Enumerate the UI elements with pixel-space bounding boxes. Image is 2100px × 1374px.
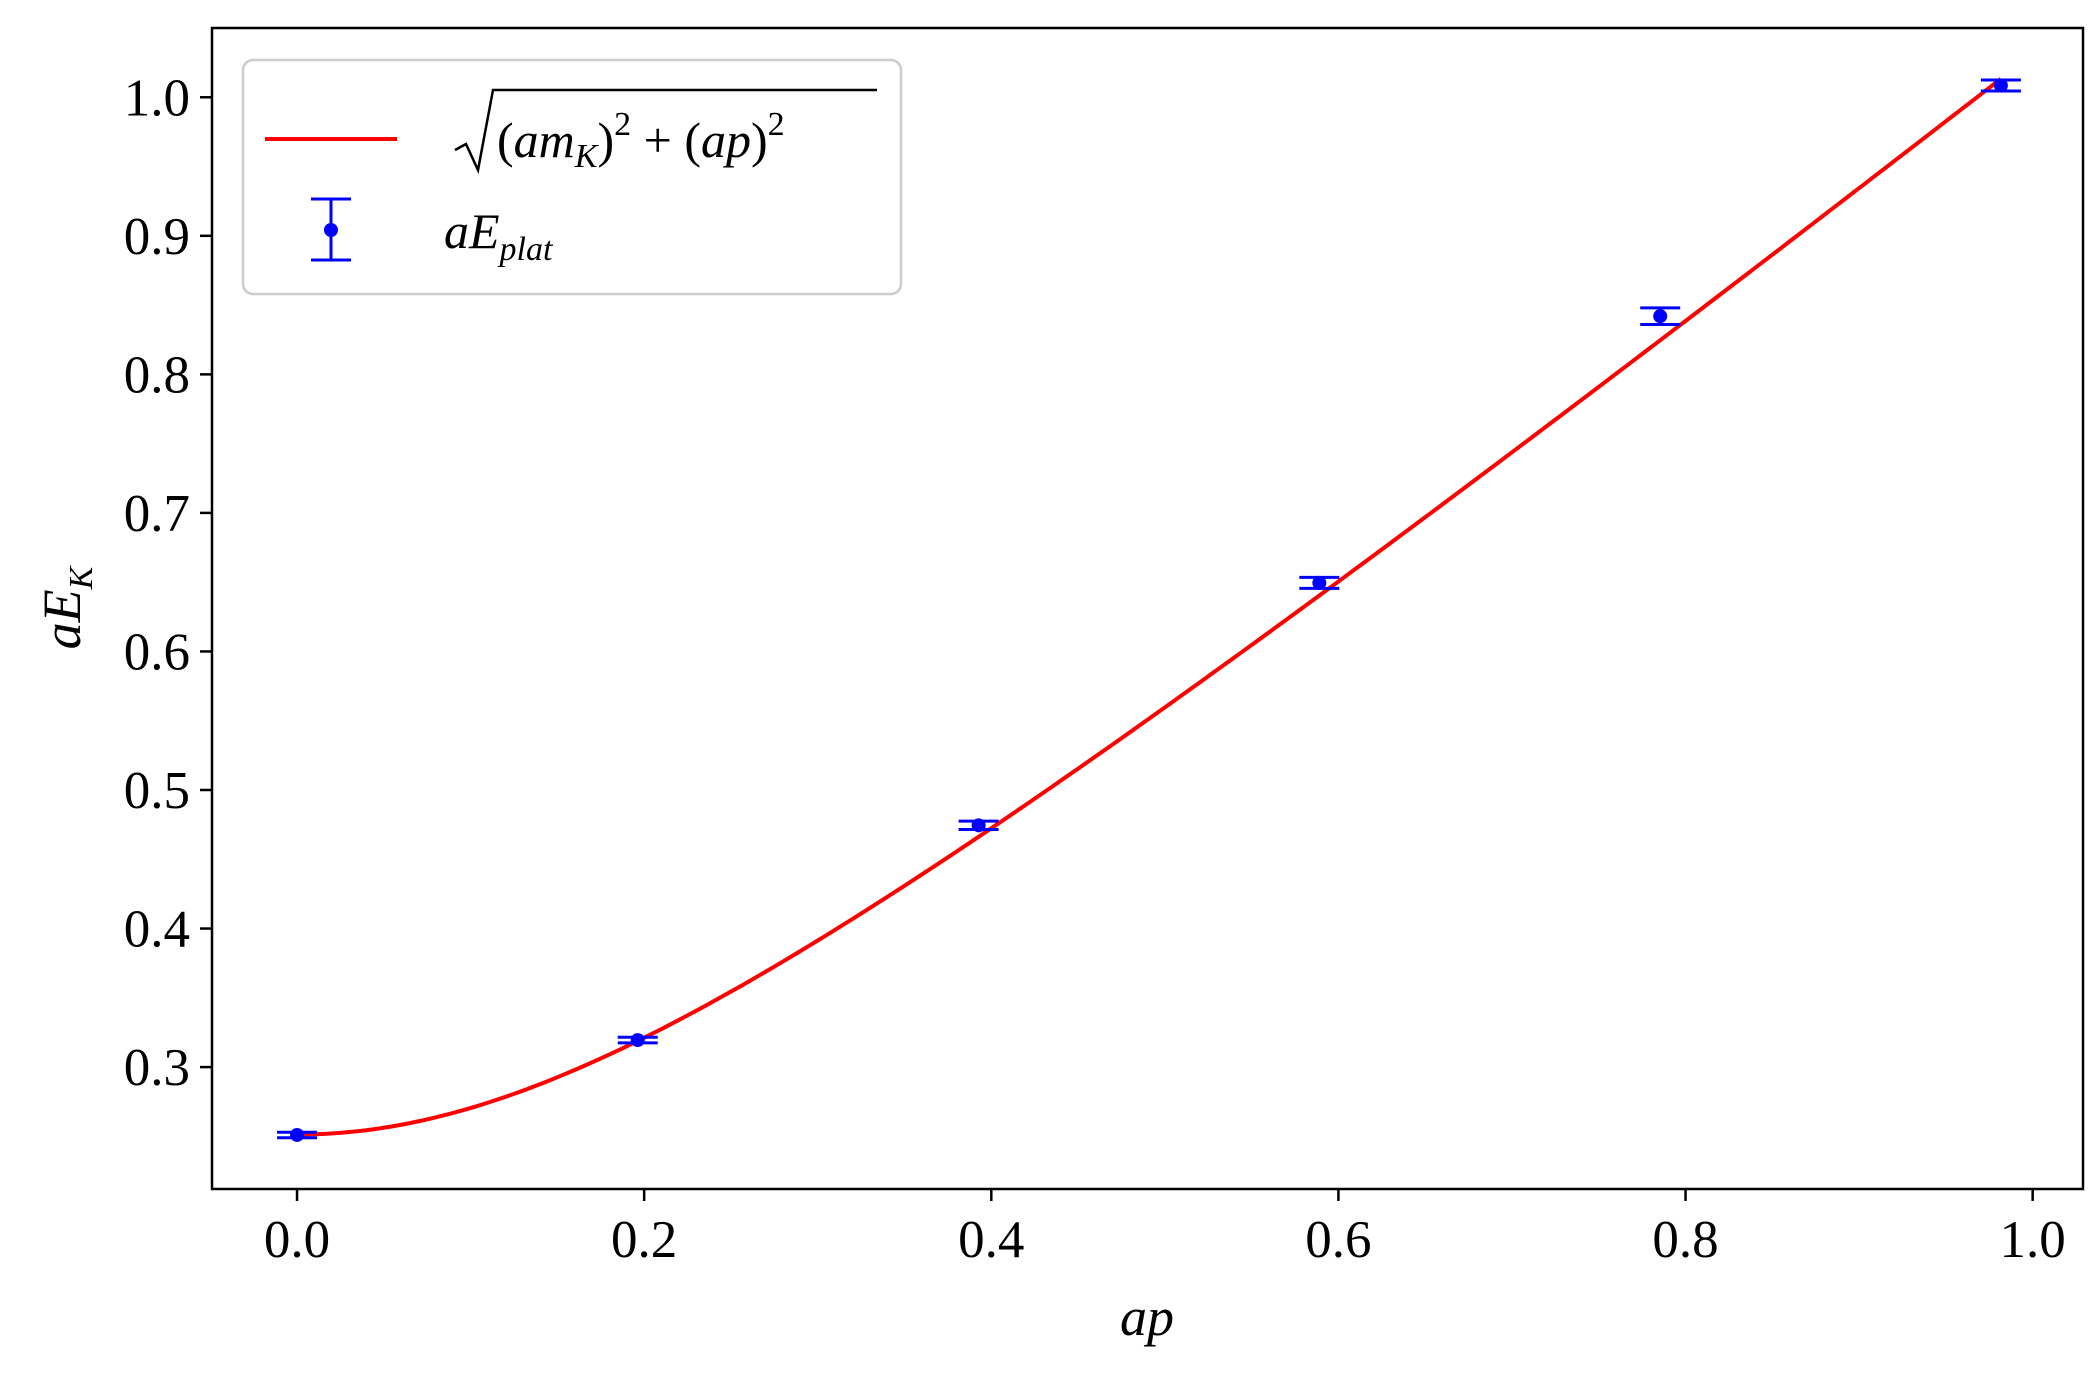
legend-fit-label: (amK)2 + (ap)2 — [497, 106, 785, 175]
data-point — [1980, 78, 2021, 93]
data-point — [277, 1127, 318, 1142]
x-axis-ticks: 0.0 0.2 0.4 0.6 0.8 1.0 — [264, 1189, 2066, 1269]
x-tick-label: 0.8 — [1652, 1211, 1718, 1269]
x-tick-label: 0.0 — [264, 1211, 330, 1269]
y-tick-label: 0.6 — [124, 623, 190, 681]
legend-box — [241, 58, 903, 296]
fit-curve-line — [297, 77, 2003, 1137]
x-tick-label: 0.4 — [958, 1211, 1024, 1269]
y-axis-label: aEK — [32, 564, 100, 649]
y-tick-label: 0.5 — [124, 762, 190, 820]
y-tick-label: 0.3 — [124, 1039, 190, 1097]
data-marker — [971, 818, 986, 833]
x-axis-label: ap — [1120, 1287, 1174, 1347]
data-point — [958, 818, 999, 833]
fit-curve-layer — [297, 77, 2003, 1137]
legend-points-label: aEplat — [444, 203, 554, 268]
plot-frame — [210, 26, 2085, 1191]
y-tick-label: 0.4 — [124, 901, 190, 959]
data-marker — [1993, 78, 2008, 93]
legend-points-swatch — [311, 197, 351, 262]
data-point — [617, 1033, 658, 1048]
data-marker — [290, 1127, 305, 1142]
x-tick-label: 0.2 — [611, 1211, 677, 1269]
x-tick-label: 1.0 — [2000, 1211, 2066, 1269]
legend: (amK)2 + (ap)2 aEplat — [241, 58, 903, 296]
y-tick-label: 0.7 — [124, 485, 190, 543]
legend-sqrt-sign — [454, 88, 877, 175]
y-tick-label: 1.0 — [124, 69, 190, 127]
data-points-layer — [277, 78, 2021, 1142]
y-axis-ticks: 0.3 0.4 0.5 0.6 0.7 0.8 0.9 1.0 — [124, 69, 212, 1097]
y-tick-label: 0.9 — [124, 208, 190, 266]
data-point — [1640, 306, 1681, 326]
data-marker — [1653, 309, 1668, 324]
x-tick-label: 0.6 — [1305, 1211, 1371, 1269]
data-point — [1299, 575, 1340, 590]
y-tick-label: 0.8 — [124, 346, 190, 404]
data-marker — [1312, 575, 1327, 590]
data-marker — [630, 1033, 645, 1048]
